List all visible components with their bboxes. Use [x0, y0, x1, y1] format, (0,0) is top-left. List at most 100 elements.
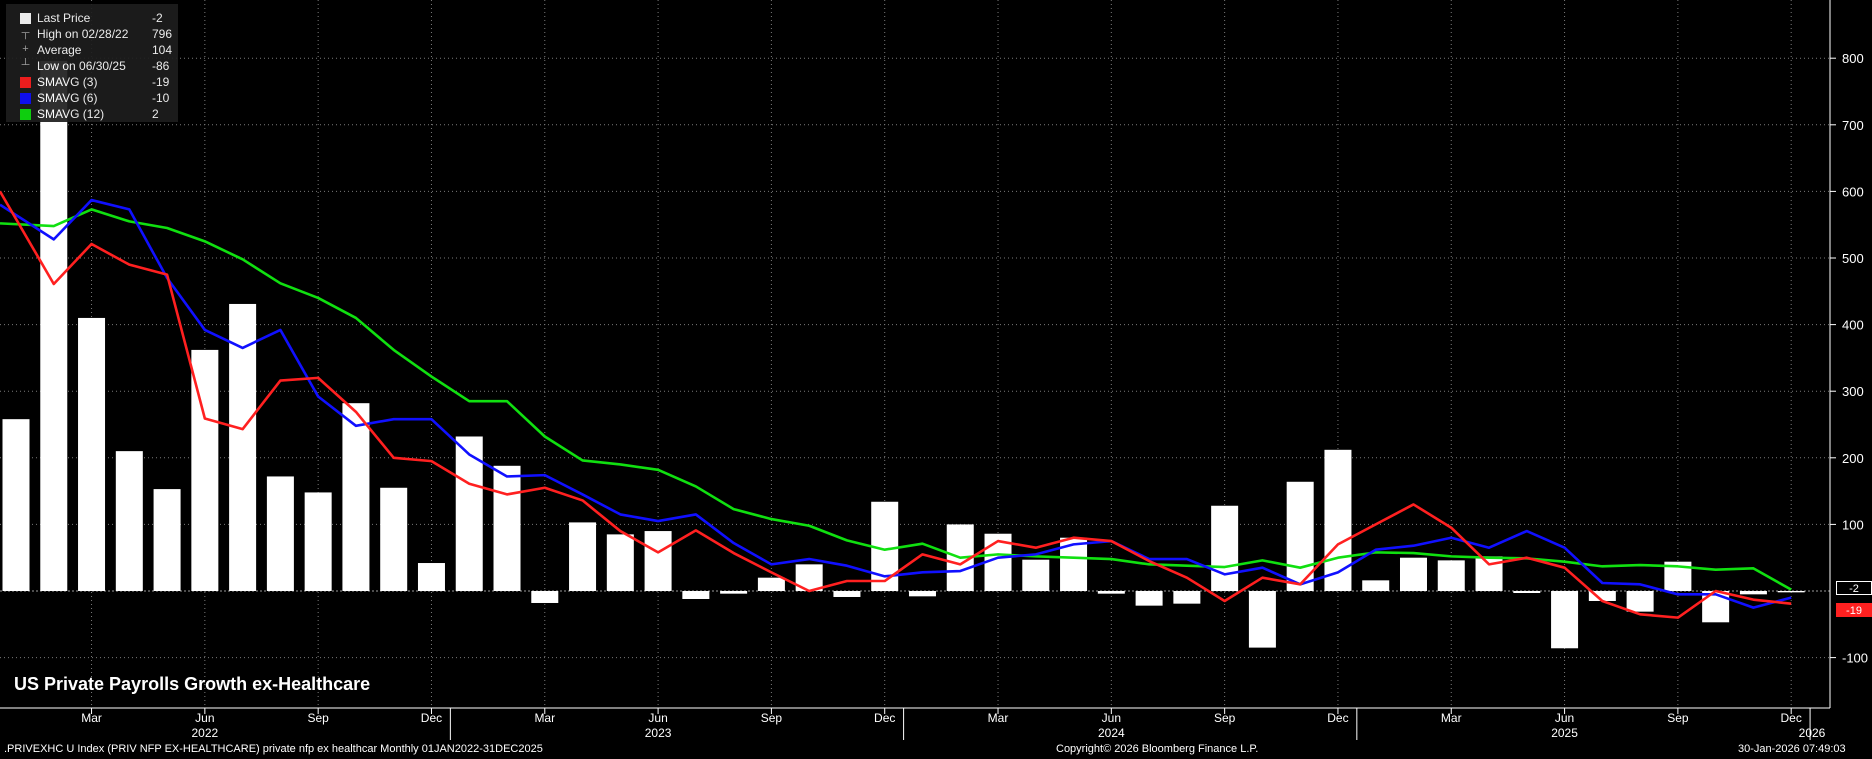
- legend-marker-high: ┬: [21, 27, 30, 39]
- footer-copyright: Copyright© 2026 Bloomberg Finance L.P.: [1056, 743, 1259, 755]
- bar: [1588, 591, 1616, 601]
- bar: [682, 591, 710, 599]
- legend: Last Price -2 ┬ High on 02/28/22 796 + Average…: [6, 4, 178, 122]
- bar: [1324, 449, 1352, 591]
- series-line-smavg-3: [0, 190, 1792, 619]
- x-tick-label-month: Jun: [1102, 711, 1121, 725]
- y-tick-label: -100: [1842, 651, 1868, 666]
- legend-label: Low on 06/30/25: [37, 59, 126, 73]
- legend-value: 2: [152, 107, 159, 121]
- legend-value: -86: [152, 59, 170, 73]
- x-tick-label-month: Mar: [81, 711, 102, 725]
- footer-timestamp: 30-Jan-2026 07:49:03: [1738, 743, 1846, 755]
- bar: [342, 403, 370, 591]
- bar: [229, 303, 257, 591]
- bar: [1437, 560, 1465, 591]
- legend-swatch: [20, 77, 31, 88]
- legend-item: SMAVG (12) 2: [6, 106, 178, 122]
- y-tick-label: 500: [1842, 251, 1864, 266]
- y-tick-label: 700: [1842, 118, 1864, 133]
- bar: [606, 534, 634, 591]
- x-tick-label-month: Sep: [1214, 711, 1236, 725]
- bar: [417, 563, 445, 591]
- x-tick-label-month: Dec: [1781, 711, 1802, 725]
- legend-item: ┬ High on 02/28/22 796: [6, 26, 178, 42]
- x-tick-label-year: 2026: [1799, 726, 1826, 740]
- bar: [1097, 591, 1125, 594]
- x-tick-label-month: Sep: [307, 711, 329, 725]
- last-value-tag: -19: [1836, 602, 1872, 617]
- legend-item: Last Price -2: [6, 10, 178, 26]
- legend-label: SMAVG (3): [37, 75, 98, 89]
- bar: [1739, 591, 1767, 595]
- x-tick-label-year: 2025: [1551, 726, 1578, 740]
- bar: [757, 577, 785, 591]
- legend-value: 104: [152, 43, 173, 57]
- bar: [115, 451, 143, 591]
- x-axis: Mar Jun Sep Dec Mar Jun Sep Dec Mar Jun Sep Dec Mar J…: [0, 707, 1830, 740]
- bar: [493, 465, 521, 591]
- series-line-smavg-12: [0, 208, 1792, 591]
- bars-last-price: [2, 60, 1805, 649]
- y-tick-label: 100: [1842, 517, 1864, 532]
- x-tick-label-month: Dec: [874, 711, 895, 725]
- legend-swatch: [20, 109, 31, 120]
- bar: [1022, 559, 1050, 591]
- y-axis: 800 700 600 500 400 300 200 100 -100: [1829, 0, 1868, 708]
- footer-index-description: .PRIVEXHC U Index (PRIV NFP EX-HEALTHCAR…: [4, 743, 543, 755]
- x-tick-label-month: Mar: [1441, 711, 1462, 725]
- moving-average-lines: [0, 190, 1792, 619]
- x-tick-label-year: 2024: [1098, 726, 1125, 740]
- bar: [153, 489, 181, 591]
- legend-value: -2: [152, 11, 163, 25]
- bar: [569, 522, 597, 591]
- legend-marker-avg: +: [22, 43, 29, 55]
- bar: [644, 531, 672, 591]
- legend-value: -10: [152, 91, 170, 105]
- bar: [1248, 591, 1276, 648]
- bar: [304, 492, 332, 591]
- bar: [1551, 591, 1579, 649]
- y-tick-label: 200: [1842, 451, 1864, 466]
- x-tick-label-month: Sep: [761, 711, 783, 725]
- legend-item: ┴ Low on 06/30/25 -86: [6, 58, 178, 74]
- bar: [455, 436, 483, 591]
- bar: [1173, 591, 1201, 604]
- legend-marker-low: ┴: [21, 59, 30, 71]
- bar: [1211, 505, 1239, 591]
- bar: [1135, 591, 1163, 606]
- bar: [1399, 557, 1427, 591]
- legend-label: SMAVG (12): [37, 107, 105, 121]
- y-tick-label: 300: [1842, 384, 1864, 399]
- legend-swatch: [20, 93, 31, 104]
- legend-label: SMAVG (6): [37, 91, 98, 105]
- legend-label: Average: [37, 43, 82, 57]
- series-line-smavg-6: [0, 198, 1792, 609]
- legend-item: SMAVG (3) -19: [6, 74, 178, 90]
- bar: [1626, 591, 1654, 612]
- x-tick-label-month: Sep: [1667, 711, 1689, 725]
- legend-label: High on 02/28/22: [37, 27, 129, 41]
- x-tick-label-month: Jun: [195, 711, 214, 725]
- legend-value: -19: [152, 75, 170, 89]
- legend-swatch: [20, 13, 31, 24]
- x-tick-label-month: Dec: [1327, 711, 1348, 725]
- bar: [1777, 591, 1805, 593]
- x-tick-label-month: Dec: [421, 711, 442, 725]
- bar: [1286, 481, 1314, 591]
- x-tick-label-month: Mar: [534, 711, 555, 725]
- chart-title: US Private Payrolls Growth ex-Healthcare: [14, 674, 371, 694]
- x-tick-label-year: 2023: [645, 726, 672, 740]
- bar: [1362, 580, 1390, 591]
- x-tick-label-month: Jun: [1555, 711, 1574, 725]
- bar: [1513, 591, 1541, 593]
- y-tick-label: 400: [1842, 318, 1864, 333]
- y-tick-label: 600: [1842, 184, 1864, 199]
- bar: [191, 349, 219, 591]
- legend-item: + Average 104: [6, 42, 178, 58]
- legend-value: 796: [152, 27, 173, 41]
- bar: [78, 317, 106, 591]
- x-tick-label-year: 2022: [191, 726, 218, 740]
- legend-label: Last Price: [37, 11, 91, 25]
- last-value-tag: -2: [1836, 581, 1872, 596]
